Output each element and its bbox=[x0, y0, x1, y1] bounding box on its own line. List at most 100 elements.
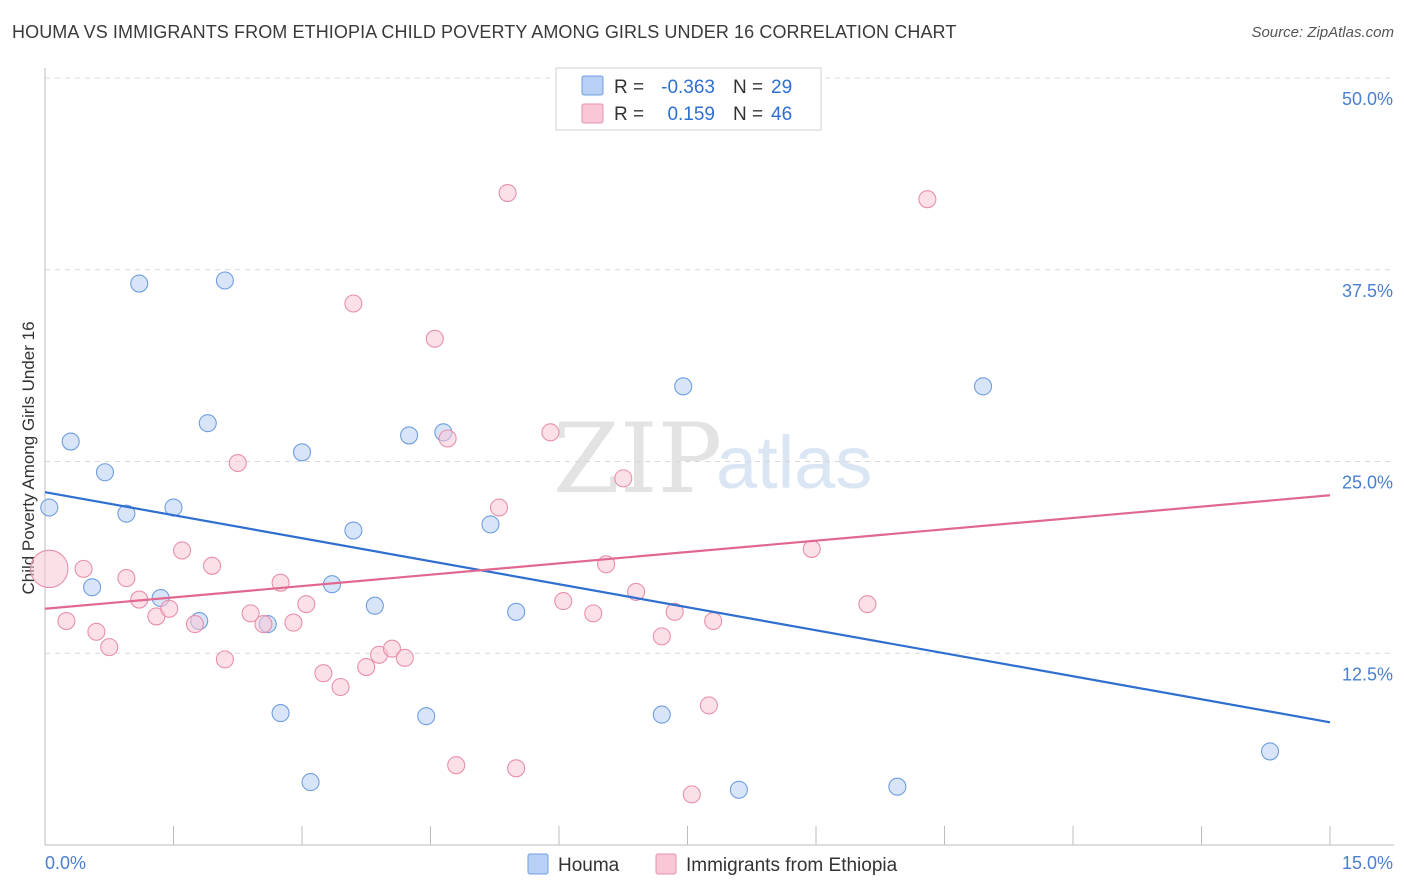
legend-n-label-ethiopia: N = bbox=[733, 104, 763, 125]
ethiopia-point bbox=[584, 604, 603, 623]
houma-point bbox=[1260, 742, 1280, 761]
houma-point bbox=[95, 463, 115, 482]
houma-point bbox=[365, 596, 384, 615]
source-label: Source: ZipAtlas.com bbox=[1251, 24, 1394, 41]
ethiopia-point bbox=[665, 602, 684, 621]
ethiopia-point bbox=[425, 329, 444, 348]
correlation-legend: R = -0.363 N = 29 R = 0.159 N = 46 bbox=[555, 67, 822, 131]
ethiopia-point bbox=[541, 423, 560, 442]
ethiopia-point bbox=[858, 595, 877, 614]
gridlines bbox=[45, 77, 1394, 654]
ethiopia-point bbox=[699, 696, 718, 715]
ethiopia-point bbox=[185, 615, 204, 634]
houma-point bbox=[400, 426, 419, 445]
y-tick-label: 25.0% bbox=[1342, 473, 1393, 493]
houma-point bbox=[507, 602, 526, 621]
houma-point bbox=[40, 498, 59, 517]
legend-r-value-ethiopia: 0.159 bbox=[667, 104, 715, 125]
ethiopia-point bbox=[344, 294, 363, 313]
legend-swatch-houma bbox=[581, 75, 604, 96]
series-houma bbox=[40, 271, 1280, 799]
ethiopia-point bbox=[173, 541, 192, 560]
legend-n-value-houma: 29 bbox=[771, 77, 792, 98]
ethiopia-point bbox=[802, 539, 821, 558]
houma-point bbox=[130, 274, 149, 293]
houma-point bbox=[729, 780, 748, 799]
ethiopia-point bbox=[652, 627, 671, 646]
ethiopia-point bbox=[314, 664, 333, 683]
legend-r-label-ethiopia: R = bbox=[614, 104, 644, 125]
y-tick-label: 37.5% bbox=[1342, 281, 1393, 301]
houma-trendline bbox=[44, 491, 1331, 724]
ethiopia-point bbox=[507, 759, 526, 778]
y-tick-label: 12.5% bbox=[1342, 664, 1393, 684]
ethiopia-point bbox=[254, 615, 273, 634]
ethiopia-point bbox=[918, 190, 937, 209]
ethiopia-point bbox=[74, 559, 93, 578]
houma-point bbox=[652, 705, 671, 724]
bottom-legend-label-houma: Houma bbox=[558, 855, 620, 876]
ethiopia-point bbox=[30, 549, 69, 589]
houma-point bbox=[674, 377, 693, 396]
houma-point bbox=[117, 504, 136, 523]
houma-point bbox=[271, 704, 290, 723]
houma-point bbox=[417, 707, 436, 726]
ethiopia-point bbox=[331, 677, 350, 697]
ethiopia-point bbox=[87, 622, 106, 641]
x-tick-label-max: 15.0% bbox=[1342, 853, 1393, 873]
legend-n-label-houma: N = bbox=[733, 77, 763, 98]
bottom-legend-swatch-houma bbox=[527, 853, 549, 875]
houma-point bbox=[301, 773, 320, 792]
ethiopia-point bbox=[627, 582, 646, 601]
chart-title: HOUMA VS IMMIGRANTS FROM ETHIOPIA CHILD … bbox=[12, 22, 957, 42]
ethiopia-point bbox=[297, 595, 316, 614]
legend-r-value-houma: -0.363 bbox=[661, 77, 715, 98]
bottom-legend-swatch-ethiopia bbox=[655, 853, 677, 875]
x-ticks bbox=[44, 826, 1331, 845]
ethiopia-point bbox=[215, 650, 234, 669]
x-tick-label-min: 0.0% bbox=[45, 853, 86, 873]
ethiopia-point bbox=[160, 599, 179, 618]
ethiopia-point bbox=[203, 556, 222, 575]
trendlines bbox=[44, 491, 1331, 724]
legend-swatch-ethiopia bbox=[581, 103, 604, 124]
houma-point bbox=[481, 515, 500, 534]
y-tick-label: 50.0% bbox=[1342, 89, 1393, 109]
axes bbox=[44, 68, 1394, 846]
series-ethiopia bbox=[30, 184, 937, 804]
ethiopia-point bbox=[395, 648, 414, 667]
ethiopia-point bbox=[682, 785, 701, 804]
ethiopia-trendline bbox=[44, 494, 1331, 610]
legend-r-label-houma: R = bbox=[614, 77, 644, 98]
houma-point bbox=[215, 271, 234, 290]
bottom-legend-label-ethiopia: Immigrants from Ethiopia bbox=[686, 855, 898, 876]
ethiopia-point bbox=[489, 498, 509, 517]
houma-point bbox=[198, 414, 217, 433]
houma-point bbox=[61, 432, 80, 451]
ethiopia-point bbox=[117, 569, 136, 588]
legend-n-value-ethiopia: 46 bbox=[771, 104, 792, 125]
ethiopia-point bbox=[704, 611, 723, 631]
houma-point bbox=[83, 578, 102, 597]
houma-point bbox=[888, 777, 907, 796]
ethiopia-point bbox=[284, 613, 303, 632]
ethiopia-point bbox=[382, 639, 402, 658]
houma-point bbox=[973, 377, 993, 396]
ethiopia-point bbox=[228, 453, 247, 473]
y-tick-labels: 12.5% 25.0% 37.5% 50.0% bbox=[1342, 89, 1393, 684]
ethiopia-point bbox=[498, 184, 517, 203]
ethiopia-point bbox=[614, 469, 633, 488]
ethiopia-point bbox=[57, 611, 76, 631]
watermark-zip: ZIP bbox=[553, 403, 722, 515]
y-axis-title: Child Poverty Among Girls Under 16 bbox=[19, 321, 38, 594]
ethiopia-point bbox=[241, 604, 260, 623]
houma-point bbox=[344, 521, 363, 540]
houma-point bbox=[292, 443, 312, 462]
ethiopia-point bbox=[447, 756, 466, 775]
series-legend: Houma Immigrants from Ethiopia bbox=[527, 853, 898, 876]
ethiopia-point bbox=[554, 592, 573, 611]
watermark-atlas: atlas bbox=[716, 421, 872, 504]
ethiopia-point bbox=[438, 429, 457, 448]
ethiopia-point bbox=[357, 658, 376, 677]
